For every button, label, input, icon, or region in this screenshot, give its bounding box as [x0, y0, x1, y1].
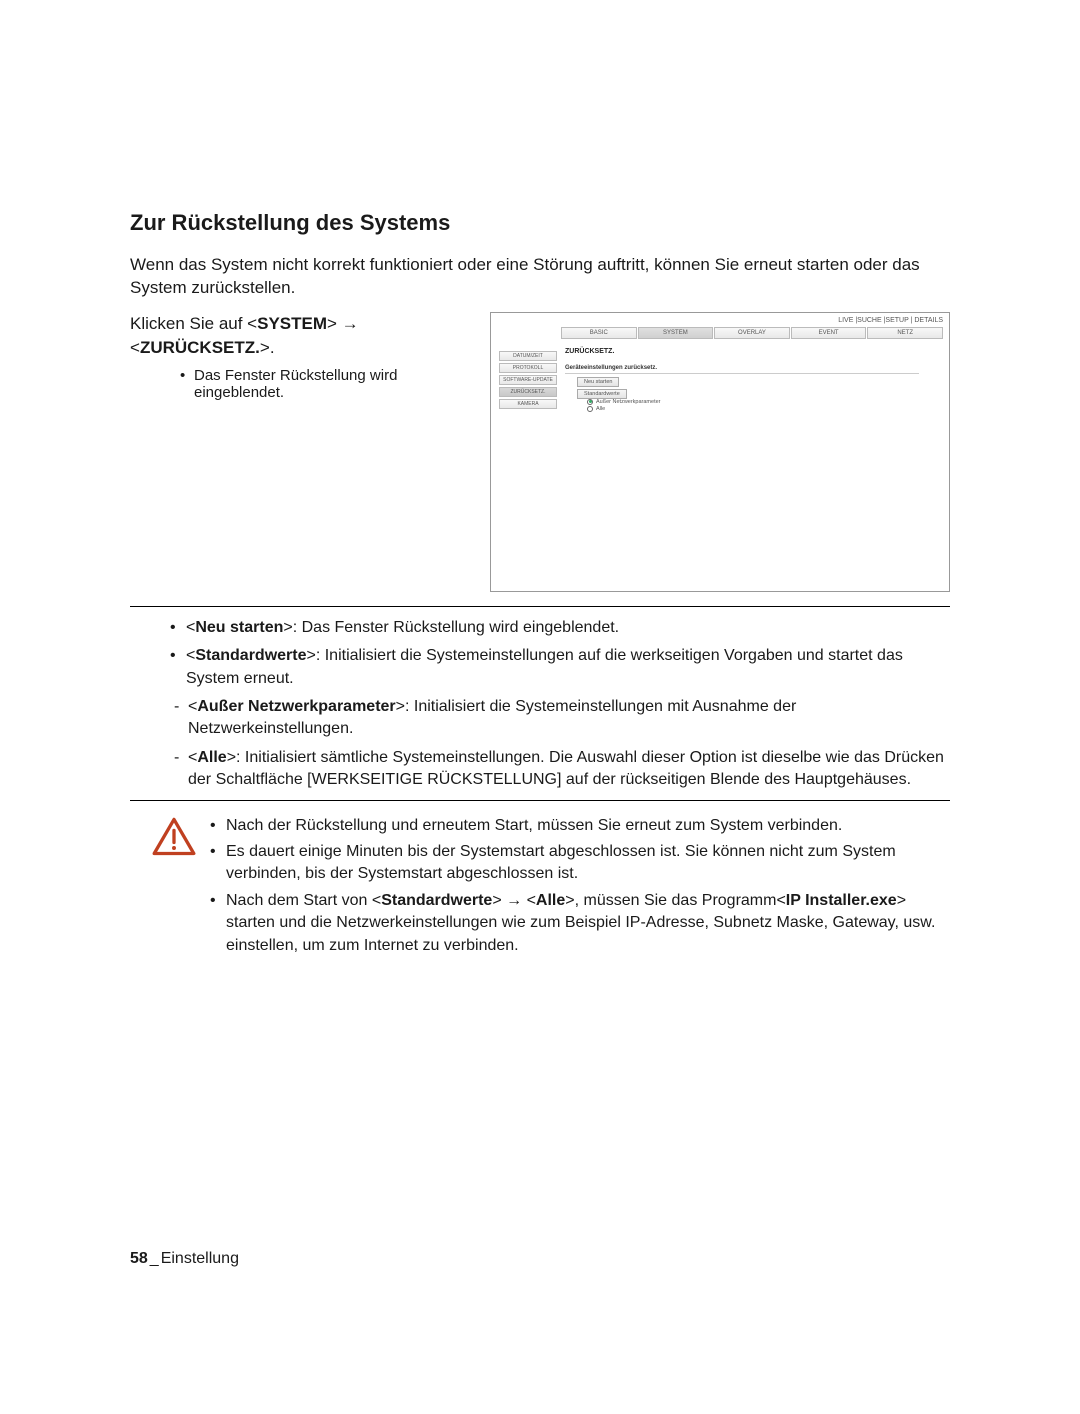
warning-3: Nach dem Start von <Standardwerte> → <Al… [210, 890, 950, 957]
shot-sidebar: DATUM/ZEIT PROTOKOLL SOFTWARE-UPDATE ZUR… [499, 351, 557, 409]
section-heading: Zur Rückstellung des Systems [130, 210, 950, 236]
nav-close: >. [260, 338, 275, 357]
shot-panel-title: ZURÜCKSETZ. [565, 348, 614, 355]
shot-tab-system: SYSTEM [638, 327, 714, 339]
shot-radio1-label: Außer Netzwerkparameter [596, 399, 661, 405]
footer-section: Einstellung [161, 1250, 239, 1267]
w3-ip: IP Installer.exe [786, 892, 897, 909]
shot-tab-overlay: OVERLAY [714, 327, 790, 339]
shot-tabs: BASIC SYSTEM OVERLAY EVENT NETZ [561, 327, 943, 339]
nav-open-bracket: < [130, 338, 140, 357]
ausser-label: Außer Netzwerkparameter [197, 698, 395, 715]
neu-text: >: Das Fenster Rückstellung wird eingebl… [283, 619, 619, 636]
std-label: Standardwerte [195, 647, 306, 664]
shot-side-kamera: KAMERA [499, 399, 557, 409]
nav-arrow: > → [327, 314, 359, 333]
shot-side-protokoll: PROTOKOLL [499, 363, 557, 373]
shot-btn-standard: Standardwerte [577, 389, 627, 399]
alle-text2: ] auf der rückseitigen Blende des Hauptg… [557, 771, 911, 788]
w3-mid2: >, müssen Sie das Programm< [565, 892, 786, 909]
shot-side-datum: DATUM/ZEIT [499, 351, 557, 361]
shot-radio-alle: Alle [587, 406, 661, 412]
intro-text: Wenn das System nicht korrekt funktionie… [130, 254, 950, 300]
warning-2: Es dauert einige Minuten bis der Systems… [210, 841, 950, 886]
shot-side-reset: ZURÜCKSETZ. [499, 387, 557, 397]
radio-dot-icon [587, 399, 593, 405]
alle-label: Alle [197, 749, 226, 766]
divider [130, 606, 950, 607]
shot-radio-ausser: Außer Netzwerkparameter [587, 399, 661, 405]
item-alle: <Alle>: Initialisiert sämtliche Systemei… [170, 747, 950, 792]
neu-label: Neu starten [195, 619, 283, 636]
warning-1: Nach der Rückstellung und erneutem Start… [210, 815, 950, 837]
w3-pre: Nach dem Start von < [226, 892, 381, 909]
item-neustarten: <Neu starten>: Das Fenster Rückstellung … [170, 617, 950, 639]
page-number: 58 [130, 1250, 148, 1267]
shot-subtitle: Geräteeinstellungen zurücksetz. [565, 365, 657, 371]
w3-mid1: > → < [492, 892, 536, 909]
shot-divider [565, 373, 919, 374]
page-footer: 58_Einstellung [130, 1250, 239, 1268]
bullet-fenster: Das Fenster Rückstellung wird eingeblend… [180, 367, 470, 401]
radio-dot-icon [587, 406, 593, 412]
w3-std: Standardwerte [381, 892, 492, 909]
warning-icon [152, 817, 196, 862]
shot-tab-event: EVENT [791, 327, 867, 339]
divider-2 [130, 800, 950, 801]
shot-btn-neustart: Neu starten [577, 377, 619, 387]
shot-toplinks: LIVE |SUCHE |SETUP | DETAILS [838, 317, 943, 324]
item-standardwerte: <Standardwerte>: Initialisiert die Syste… [170, 645, 950, 690]
alle-button-label: WERKSEITIGE RÜCKSTELLUNG [312, 771, 557, 788]
shot-side-software: SOFTWARE-UPDATE [499, 375, 557, 385]
settings-screenshot: LIVE |SUCHE |SETUP | DETAILS BASIC SYSTE… [490, 312, 950, 592]
shot-radio2-label: Alle [596, 406, 605, 412]
nav-reset: ZURÜCKSETZ. [140, 338, 260, 357]
item-ausser: <Außer Netzwerkparameter>: Initialisiert… [170, 696, 950, 741]
nav-system: SYSTEM [257, 314, 327, 333]
nav-instruction: Klicken Sie auf <SYSTEM> → <ZURÜCKSETZ.>… [130, 312, 470, 360]
nav-prefix: Klicken Sie auf < [130, 314, 257, 333]
shot-tab-netz: NETZ [867, 327, 943, 339]
footer-separator: _ [148, 1250, 161, 1267]
w3-alle: Alle [536, 892, 565, 909]
shot-tab-basic: BASIC [561, 327, 637, 339]
